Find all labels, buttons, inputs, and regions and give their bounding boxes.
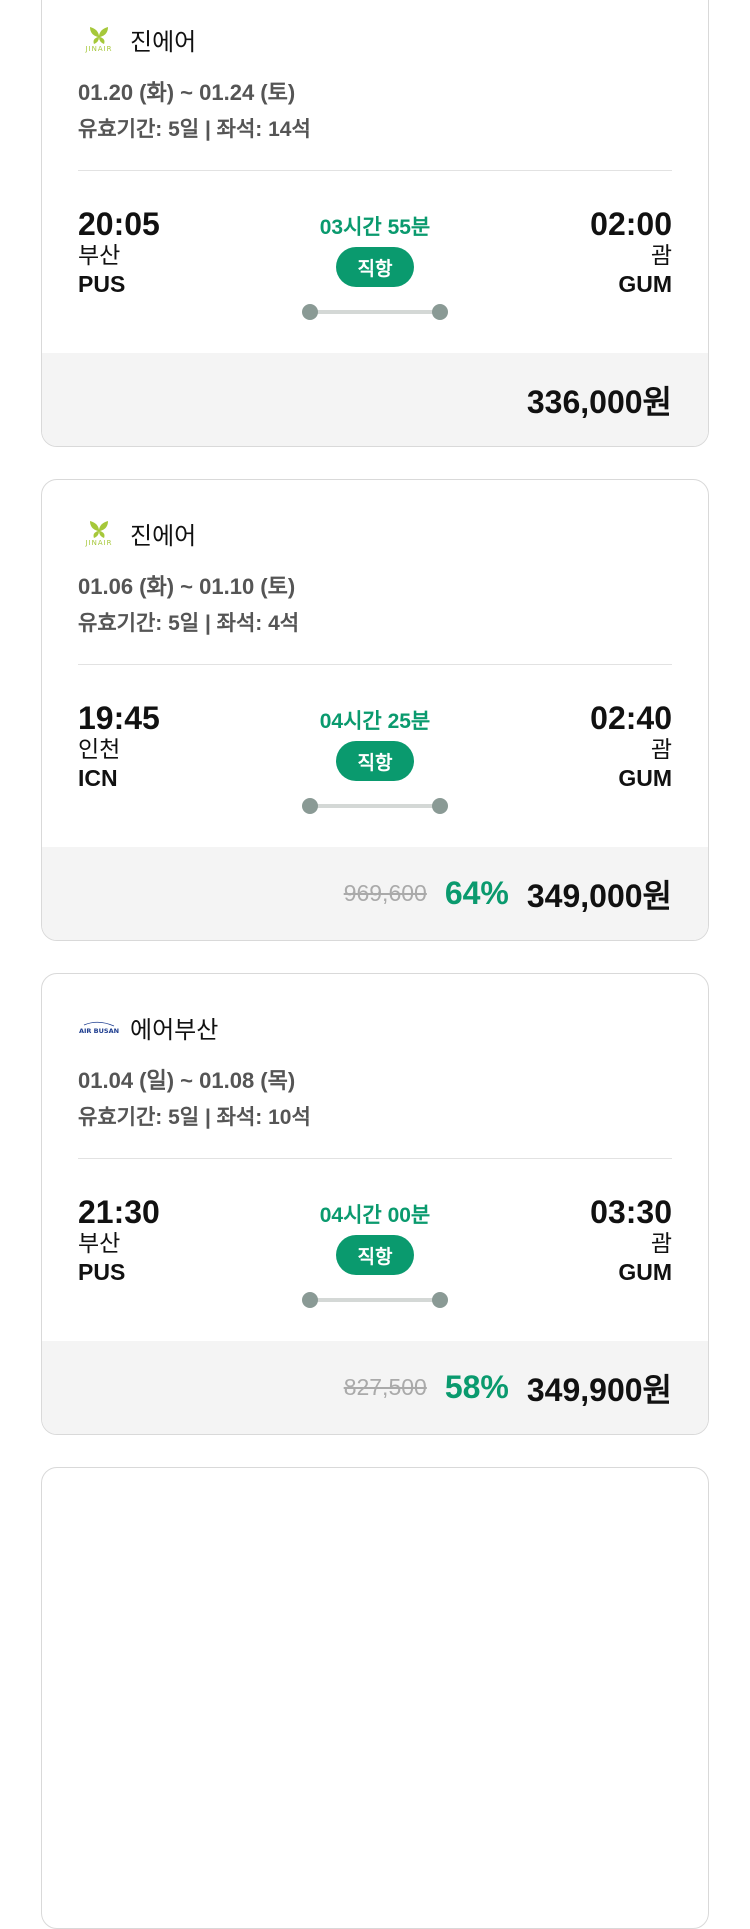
departure-code: PUS [78,1259,126,1285]
arrival-city: 괌 [650,1230,672,1256]
route-start-dot [302,304,318,320]
arrival-time: 03:30 [590,1194,672,1230]
original-price: 827,500 [343,1374,427,1400]
airline: JINAIR 진에어 [78,24,197,56]
divider [78,1158,672,1159]
airline-logo-icon: JINAIR [78,25,120,53]
route-end-dot [432,1292,448,1308]
direct-badge: 직항 [336,1235,414,1275]
departure-city: 부산 [78,1230,121,1256]
original-price: 969,600 [343,880,427,906]
price-footer: 827,500 58% 349,900원 [42,1341,708,1434]
departure-city: 부산 [78,242,121,268]
departure-code: PUS [78,271,126,297]
departure-code: ICN [78,765,118,791]
departure-time: 19:45 [78,700,160,736]
divider [78,170,672,171]
price: 349,000원 [526,877,672,914]
route-start-dot [302,1292,318,1308]
price: 349,900원 [526,1371,672,1408]
flight-card[interactable]: JINAIR 진에어 01.20 (화) ~ 01.24 (토) 유효기간: 5… [41,0,709,447]
svg-text:AIR BUSAN: AIR BUSAN [79,1027,119,1035]
arrival-code: GUM [618,1259,672,1285]
airline: AIR BUSAN 에어부산 [78,1012,219,1044]
travel-dates: 01.06 (화) ~ 01.10 (토) [78,574,296,599]
airline-logo-icon: AIR BUSAN [78,1013,120,1041]
price-footer: 336,000원 [42,353,708,446]
route-start-dot [302,798,318,814]
route-line [310,804,440,808]
flight-duration: 03시간 55분 [319,216,431,239]
flight-card[interactable]: JINAIR 진에어 01.06 (화) ~ 01.10 (토) 유효기간: 5… [41,479,709,941]
route-end-dot [432,304,448,320]
validity-seats: 유효기간: 5일 | 좌석: 10석 [78,1106,311,1129]
discount-percent: 64% [444,875,509,911]
price-footer: 969,600 64% 349,000원 [42,847,708,940]
direct-badge: 직항 [336,247,414,287]
divider [78,664,672,665]
discount-percent: 58% [444,1369,509,1405]
route-end-dot [432,798,448,814]
arrival-time: 02:00 [590,206,672,242]
arrival-city: 괌 [650,736,672,762]
route-line [310,1298,440,1302]
arrival-code: GUM [618,765,672,791]
travel-dates: 01.20 (화) ~ 01.24 (토) [78,80,296,105]
airline: JINAIR 진에어 [78,518,197,550]
arrival-city: 괌 [650,242,672,268]
departure-city: 인천 [78,736,121,762]
airline-name: 진에어 [130,28,197,56]
airline-name: 에어부산 [130,1016,219,1044]
svg-text:JINAIR: JINAIR [84,539,112,547]
arrival-time: 02:40 [590,700,672,736]
flight-card[interactable]: AIR BUSAN 에어부산 01.04 (일) ~ 01.08 (목) 유효기… [41,973,709,1435]
travel-dates: 01.04 (일) ~ 01.08 (목) [78,1068,296,1093]
departure-time: 21:30 [78,1194,160,1230]
validity-seats: 유효기간: 5일 | 좌석: 14석 [78,118,311,141]
svg-text:JINAIR: JINAIR [84,45,112,53]
arrival-code: GUM [618,271,672,297]
price: 336,000원 [526,383,672,420]
validity-seats: 유효기간: 5일 | 좌석: 4석 [78,612,300,635]
flight-duration: 04시간 25분 [319,710,431,733]
flight-card-partial[interactable] [41,1467,709,1929]
airline-logo-icon: JINAIR [78,519,120,547]
flight-duration: 04시간 00분 [319,1204,431,1227]
departure-time: 20:05 [78,206,160,242]
airline-name: 진에어 [130,522,197,550]
route-line [310,310,440,314]
direct-badge: 직항 [336,741,414,781]
